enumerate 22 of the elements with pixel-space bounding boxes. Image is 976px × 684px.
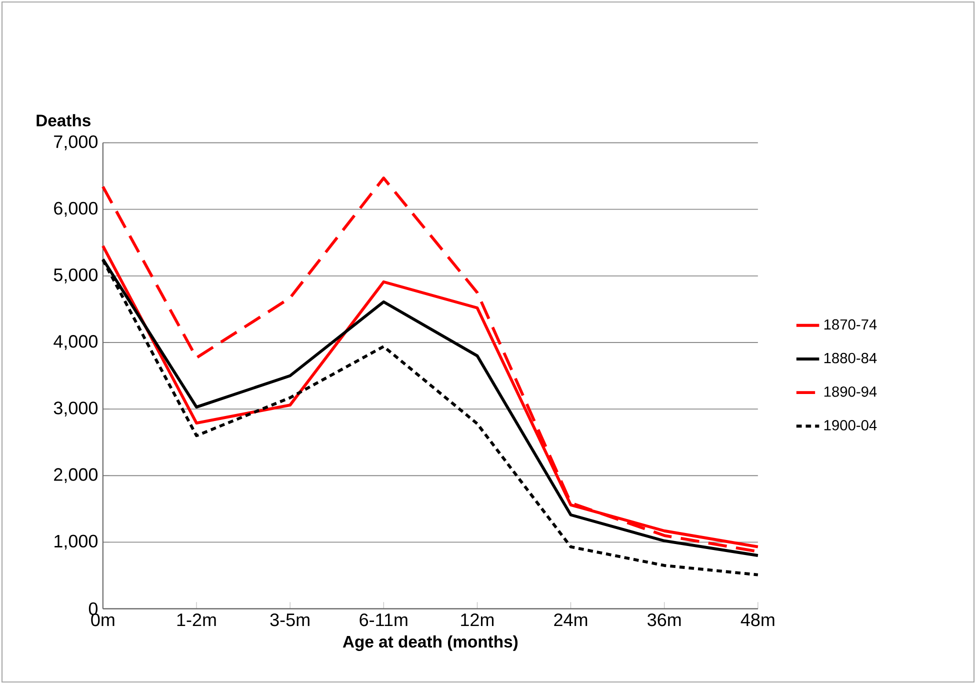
x-tick-label: 1-2m	[177, 613, 216, 626]
y-tick-label: 2,000	[54, 468, 98, 484]
y-tick-label: 3,000	[54, 402, 98, 416]
x-tick-label: 0m	[91, 613, 114, 626]
x-tick-label: 3-5m	[270, 613, 310, 626]
x-tick-label: 6-11m	[360, 613, 408, 626]
y-tick-label: 1,000	[54, 534, 98, 550]
legend-label: 1900-04	[824, 420, 877, 430]
y-tick-label: 4,000	[54, 335, 98, 350]
y-tick-label: 0	[88, 602, 98, 616]
x-tick-label: 48m	[740, 613, 774, 626]
x-tick-label: 12m	[461, 613, 494, 626]
legend-label: 1870-74	[824, 319, 877, 330]
legend-label: 1890-94	[824, 386, 877, 397]
x-tick-label: 36m	[648, 613, 681, 626]
y-axis-title: Deaths	[36, 114, 90, 126]
y-tick-label: 6,000	[54, 202, 98, 217]
y-tick-label: 5,000	[54, 268, 98, 284]
legend-label: 1880-84	[824, 352, 877, 364]
y-tick-label: 7,000	[54, 135, 98, 150]
x-axis-title: Age at death (months)	[342, 635, 518, 651]
x-tick-label: 24m	[554, 613, 588, 626]
